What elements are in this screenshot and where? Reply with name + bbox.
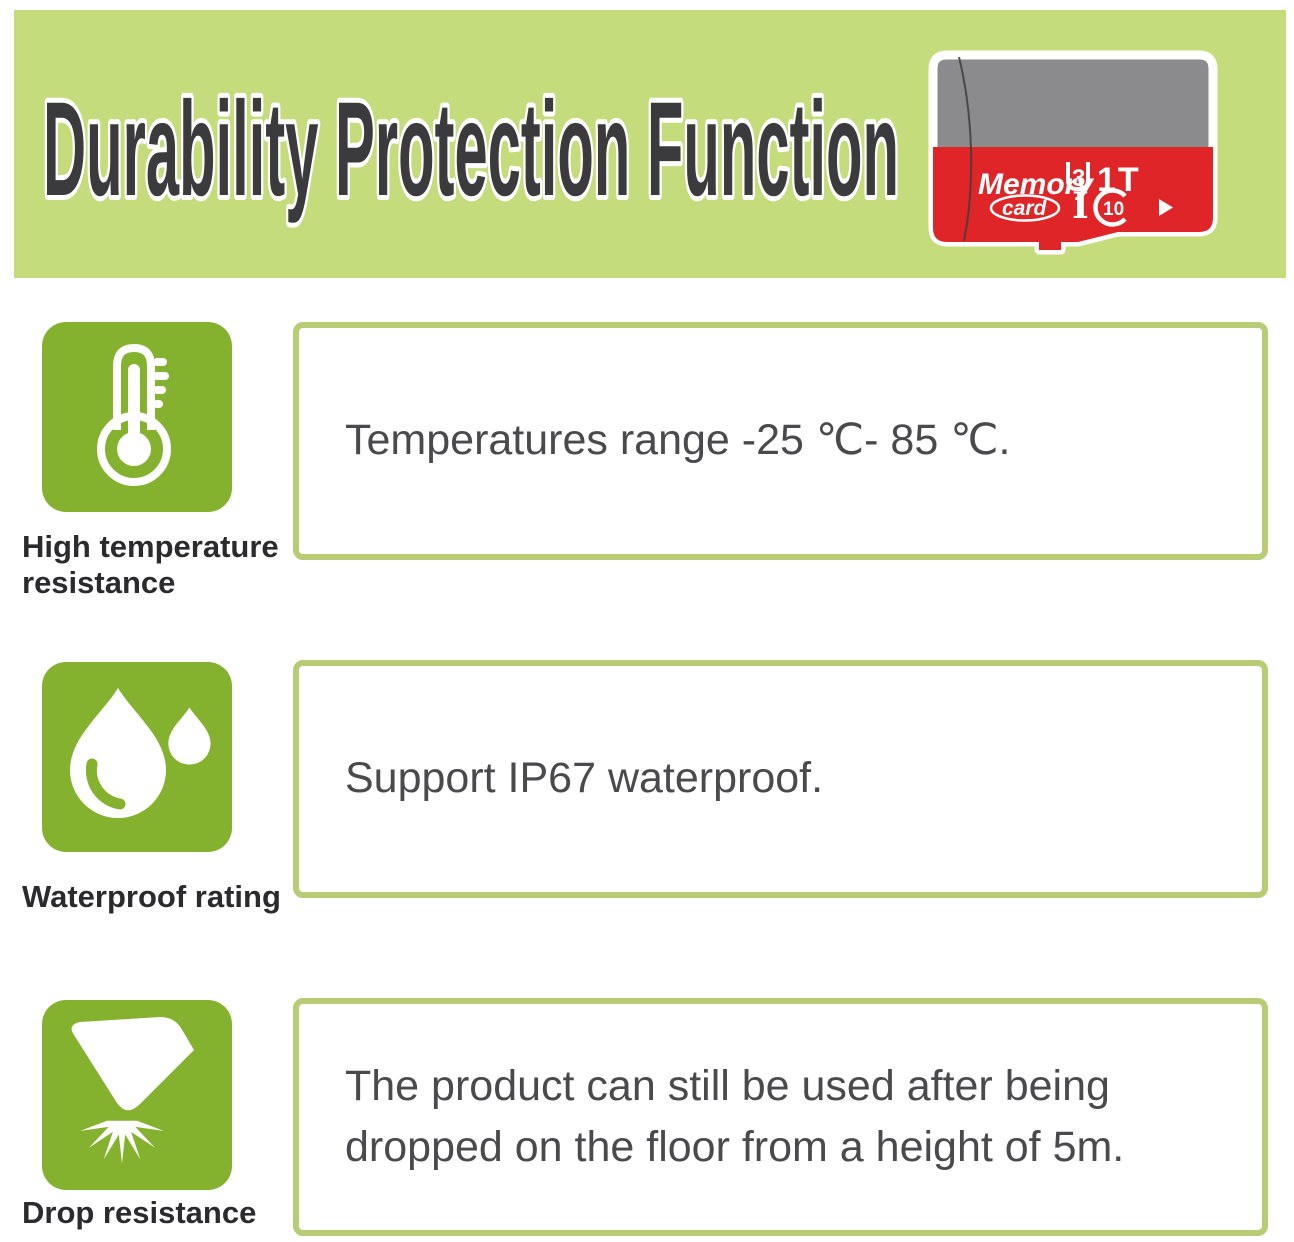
feature-text-box: The product can still be used after bein…: [293, 998, 1268, 1236]
class10-circle-icon: [1093, 188, 1127, 227]
banner: Durability Protection Function Memory ca…: [14, 10, 1286, 278]
uhs-i-marker: I: [1072, 185, 1089, 227]
feature-text: Temperatures range -25 ℃- 85 ℃.: [345, 416, 1011, 465]
water-drops-icon: [42, 662, 232, 852]
drop-impact-icon: [42, 1000, 232, 1190]
feature-text: Support IP67 waterproof.: [345, 754, 824, 803]
card-brand-swoosh: [989, 194, 1061, 222]
thermometer-icon: [42, 322, 232, 512]
feature-label: Drop resistance: [22, 1195, 257, 1230]
card-brand-card: card: [1002, 197, 1048, 220]
page-title: Durability Protection Function: [39, 70, 904, 229]
drop-impact-icon-graphic: [71, 1017, 194, 1164]
class10-digits: 10: [1103, 199, 1124, 220]
feature-text-box: Temperatures range -25 ℃- 85 ℃.: [293, 322, 1268, 560]
feature-label: Waterproof rating: [22, 879, 281, 914]
feature-text: The product can still be used after bein…: [345, 1061, 1125, 1171]
u3-logo-icon: [1066, 162, 1090, 191]
play-triangle-icon: [1159, 199, 1173, 216]
feature-label: High temperature resistance: [22, 529, 279, 600]
feature-text-box: Support IP67 waterproof.: [293, 660, 1268, 898]
page-title-text: Durability Protection Function: [43, 75, 899, 224]
water-drops-icon-graphic: [70, 688, 211, 818]
u3-digit: 3: [1072, 165, 1085, 192]
memory-card-image: Memory card 3 1T I 10: [928, 50, 1218, 255]
card-edge-line: [958, 56, 973, 242]
thermometer-icon-graphic: [97, 343, 171, 486]
